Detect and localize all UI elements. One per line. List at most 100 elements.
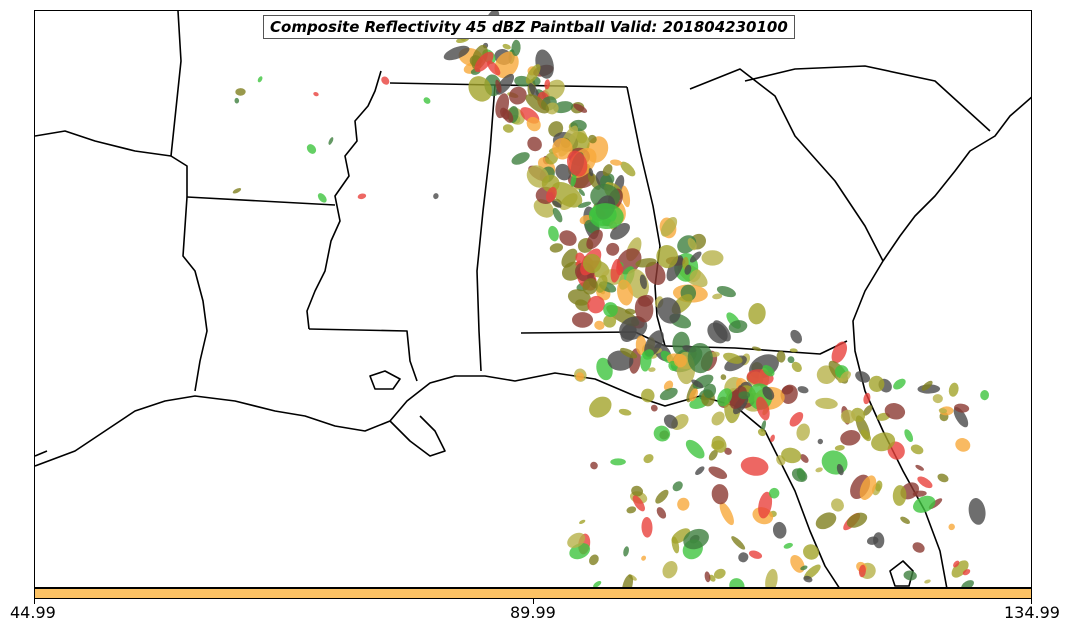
reflectivity-blob-377 [653, 425, 671, 442]
reflectivity-blob-152 [656, 245, 679, 269]
reflectivity-blob-20 [502, 43, 511, 50]
colorbar-tick-0 [34, 599, 35, 604]
border-ms-al [476, 84, 496, 372]
reflectivity-blob-230 [642, 349, 654, 360]
reflectivity-blob-416 [663, 414, 678, 429]
reflectivity-blob-120 [552, 200, 562, 208]
reflectivity-blob-256 [831, 341, 848, 364]
reflectivity-blob-380 [980, 390, 990, 401]
reflectivity-blob-413 [711, 411, 725, 426]
reflectivity-blob-411 [938, 408, 948, 414]
reflectivity-blob-263 [724, 447, 732, 455]
reflectivity-blob-21 [487, 60, 501, 76]
reflectivity-blob-85 [552, 137, 573, 160]
reflectivity-blob-271 [840, 430, 861, 446]
reflectivity-blob-435 [232, 188, 242, 194]
colorbar-label-min: 44.99 [10, 603, 56, 622]
reflectivity-blob-321 [800, 454, 809, 463]
reflectivity-blob-123 [546, 186, 557, 203]
reflectivity-blob-232 [620, 347, 638, 359]
reflectivity-blob-437 [381, 76, 390, 85]
reflectivity-blob-353 [873, 532, 885, 549]
reflectivity-blob-174 [582, 253, 602, 274]
reflectivity-blob-237 [776, 350, 786, 363]
reflectivity-blob-363 [711, 484, 729, 505]
border-ms-la [308, 328, 418, 382]
coast-gulf [35, 372, 840, 587]
reflectivity-blob-391 [683, 528, 709, 550]
reflectivity-blob-419 [904, 429, 914, 442]
reflectivity-blob-422 [691, 379, 704, 389]
coast-west [35, 130, 172, 157]
reflectivity-blob-294 [815, 467, 823, 473]
reflectivity-blob-407 [868, 375, 885, 392]
reflectivity-blob-248 [789, 348, 798, 353]
reflectivity-blob-278 [860, 429, 872, 442]
reflectivity-blob-103 [578, 188, 585, 196]
reflectivity-blob-163 [701, 250, 724, 266]
reflectivity-blob-196 [716, 286, 736, 298]
reflectivity-blob-343 [623, 546, 629, 557]
reflectivity-blob-332 [589, 554, 599, 566]
reflectivity-blob-293 [834, 445, 845, 451]
reflectivity-blob-94 [567, 150, 588, 177]
reflectivity-blob-190 [619, 316, 648, 340]
reflectivity-blob-184 [624, 308, 636, 315]
reflectivity-blob-35 [544, 79, 551, 90]
reflectivity-blob-341 [685, 439, 705, 459]
reflectivity-blob-255 [790, 329, 803, 344]
reflectivity-blob-379 [917, 476, 933, 489]
reflectivity-blob-205 [728, 320, 748, 334]
border-ar-ms-river [306, 70, 382, 330]
reflectivity-blob-356 [610, 458, 626, 466]
reflectivity-blob-345 [800, 565, 808, 571]
reflectivity-blob-390 [632, 495, 645, 512]
reflectivity-blob-211 [634, 295, 654, 323]
reflectivity-blob-399 [738, 552, 749, 563]
reflectivity-blob-279 [711, 435, 727, 453]
reflectivity-blob-425 [913, 495, 936, 513]
reflectivity-blob-331 [900, 516, 911, 524]
reflectivity-blob-427 [306, 144, 317, 154]
reflectivity-blob-219 [712, 320, 731, 342]
reflectivity-blob-431 [257, 76, 263, 83]
reflectivity-blob-394 [783, 542, 793, 549]
reflectivity-blob-408 [859, 475, 877, 500]
reflectivity-blob-89 [610, 159, 622, 166]
reflectivity-blob-433 [423, 97, 431, 104]
reflectivity-blob-305 [738, 391, 751, 400]
reflectivity-blob-265 [703, 383, 717, 399]
reflectivity-blob-149 [635, 258, 657, 268]
reflectivity-blob-424 [567, 532, 586, 549]
reflectivity-blob-396 [892, 485, 907, 506]
reflectivity-blob-80 [620, 161, 636, 177]
reflectivity-blob-122 [577, 201, 592, 208]
reflectivity-blob-429 [328, 137, 334, 145]
reflectivity-blob-406 [915, 464, 925, 471]
reflectivity-blob-366 [948, 523, 955, 531]
reflectivity-blob-387 [921, 380, 933, 391]
reflectivity-blob-362 [758, 491, 773, 519]
reflectivity-blob-372 [671, 528, 691, 544]
reflectivity-blob-328 [937, 473, 949, 483]
reflectivity-blob-209 [635, 335, 647, 356]
reflectivity-blob-16 [443, 45, 470, 61]
reflectivity-blob-376 [641, 555, 647, 561]
reflectivity-blob-389 [968, 498, 986, 525]
border-ar-la [186, 196, 336, 206]
reflectivity-blob-415 [839, 371, 851, 383]
map-panel [34, 10, 1032, 588]
reflectivity-blob-355 [641, 517, 653, 538]
reflectivity-blob-300 [695, 466, 705, 475]
reflectivity-blob-287 [748, 550, 763, 559]
reflectivity-blob-378 [955, 438, 971, 452]
reflectivity-blob-250 [687, 343, 713, 374]
reflectivity-blob-101 [602, 164, 613, 177]
reflectivity-blob-154 [588, 203, 624, 230]
reflectivity-blob-283 [884, 403, 906, 420]
reflectivity-blob-86 [555, 163, 572, 181]
reflectivity-blob-392 [757, 428, 766, 437]
reflectivity-blob-151 [684, 264, 692, 275]
reflectivity-blob-178 [610, 259, 621, 283]
reflectivity-blob-191 [567, 289, 591, 306]
